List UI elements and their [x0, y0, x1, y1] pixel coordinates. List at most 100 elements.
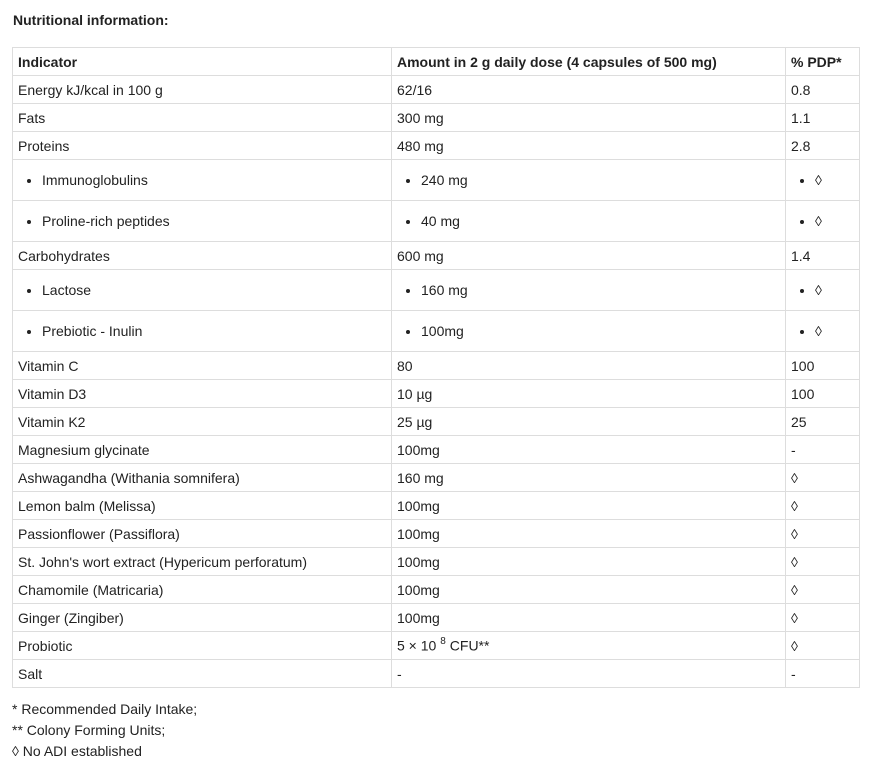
table-cell: Proteins	[12, 131, 392, 160]
bullet-item: Immunoglobulins	[42, 171, 386, 189]
footnote: ◊ No ADI established	[12, 743, 142, 759]
table-cell: 100	[785, 351, 860, 380]
table-cell: 1.4	[785, 241, 860, 270]
cell-text: Ginger (Zingiber)	[18, 609, 124, 626]
table-cell: Fats	[12, 103, 392, 132]
table-cell: -	[785, 659, 860, 688]
sub-cell: ◊	[785, 200, 860, 242]
table-row: Vitamin C 80 100	[12, 351, 860, 380]
cell-text: 1.4	[791, 247, 811, 264]
table-cell: ◊	[785, 631, 860, 660]
cell-text: Vitamin D3	[18, 385, 87, 402]
cell-text: Magnesium glycinate	[18, 441, 150, 458]
table-row: Ginger (Zingiber) 100mg ◊	[12, 603, 860, 632]
table-cell: 480 mg	[391, 131, 786, 160]
cell-text: 160 mg	[397, 469, 444, 486]
table-cell: St. John's wort extract (Hypericum perfo…	[12, 547, 392, 576]
cell-text: Lemon balm (Melissa)	[18, 497, 156, 514]
cell-text: 100mg	[397, 525, 440, 542]
cell-text: Chamomile (Matricaria)	[18, 581, 164, 598]
table-cell: 25	[785, 407, 860, 436]
bullet-item: 240 mg	[421, 171, 780, 189]
table-cell: 600 mg	[391, 241, 786, 270]
table-row: Passionflower (Passiflora) 100mg ◊	[12, 519, 860, 548]
cell-text: Energy kJ/kcal in 100 g	[18, 81, 163, 98]
bullet-item: 40 mg	[421, 212, 780, 230]
footnote: * Recommended Daily Intake;	[12, 701, 198, 717]
bullet-item: ◊	[815, 322, 854, 340]
sub-row: Lactose 160 mg ◊	[12, 269, 860, 311]
sub-cell: Proline-rich peptides	[12, 200, 392, 242]
sub-cell: Prebiotic - Inulin	[12, 310, 392, 352]
cell-text: Ashwagandha (Withania somnifera)	[18, 469, 240, 486]
table-cell: Vitamin K2	[12, 407, 392, 436]
bullet-list: ◊	[791, 281, 854, 299]
cell-text: 100mg	[397, 581, 440, 598]
bullet-item: Lactose	[42, 281, 386, 299]
bullet-list: 100mg	[397, 322, 780, 340]
table-cell: Chamomile (Matricaria)	[12, 575, 392, 604]
table-cell: 62/16	[391, 75, 786, 104]
cell-text: 2.8	[791, 137, 811, 154]
table-row: Ashwagandha (Withania somnifera) 160 mg ◊	[12, 463, 860, 492]
table-cell: -	[785, 435, 860, 464]
table-cell: Vitamin D3	[12, 379, 392, 408]
cell-text: -	[791, 665, 796, 682]
cell-text: 100	[791, 385, 815, 402]
bullet-list: Prebiotic - Inulin	[18, 322, 386, 340]
table-row: Vitamin D3 10 µg 100	[12, 379, 860, 408]
cell-text: -	[397, 665, 402, 682]
sub-cell: 100mg	[391, 310, 786, 352]
table-row: Vitamin K2 25 µg 25	[12, 407, 860, 436]
bullet-item: 100mg	[421, 322, 780, 340]
table-cell: 2.8	[785, 131, 860, 160]
cell-text: 62/16	[397, 81, 433, 98]
cell-text: 25 µg	[397, 413, 433, 430]
sub-cell: 160 mg	[391, 269, 786, 311]
table-cell: ◊	[785, 519, 860, 548]
bullet-item: Prebiotic - Inulin	[42, 322, 386, 340]
table-row: Energy kJ/kcal in 100 g 62/16 0.8	[12, 75, 860, 104]
sub-cell: ◊	[785, 310, 860, 352]
cell-text: 100mg	[397, 609, 440, 626]
table-cell: 100mg	[391, 519, 786, 548]
table-row: Chamomile (Matricaria) 100mg ◊	[12, 575, 860, 604]
table-cell: Energy kJ/kcal in 100 g	[12, 75, 392, 104]
cell-text: Fats	[18, 109, 46, 126]
bullet-list: ◊	[791, 322, 854, 340]
cell-text: 1.1	[791, 109, 811, 126]
table-row: Magnesium glycinate 100mg -	[12, 435, 860, 464]
nutrition-table: Indicator Amount in 2 g daily dose (4 cap…	[12, 47, 860, 688]
cell-text: ◊	[791, 553, 798, 570]
table-cell: 160 mg	[391, 463, 786, 492]
cell-text: Vitamin K2	[18, 413, 86, 430]
sub-cell: ◊	[785, 159, 860, 201]
header-row: Indicator Amount in 2 g daily dose (4 cap…	[12, 47, 860, 76]
bullet-list: ◊	[791, 212, 854, 230]
cell-text: 0.8	[791, 81, 811, 98]
table-cell: 100	[785, 379, 860, 408]
bullet-item: Proline-rich peptides	[42, 212, 386, 230]
table-cell: Vitamin C	[12, 351, 392, 380]
table-row: Proteins 480 mg 2.8	[12, 131, 860, 160]
sub-cell: Immunoglobulins	[12, 159, 392, 201]
table-cell: 80	[391, 351, 786, 380]
value-exponent: 8	[440, 636, 446, 648]
cell-text: ◊	[791, 469, 798, 486]
sub-row: Proline-rich peptides 40 mg ◊	[12, 200, 860, 242]
cell-text: Passionflower (Passiflora)	[18, 525, 180, 542]
table-row: Salt - -	[12, 659, 860, 688]
cell-text: ◊	[791, 581, 798, 598]
footnote: ** Colony Forming Units;	[12, 722, 166, 738]
cell-text: 480 mg	[397, 137, 444, 154]
cell-text: -	[791, 441, 796, 458]
table-cell: Passionflower (Passiflora)	[12, 519, 392, 548]
table-row: Lemon balm (Melissa) 100mg ◊	[12, 491, 860, 520]
sub-cell: ◊	[785, 269, 860, 311]
cell-text: ◊	[791, 609, 798, 626]
table-cell: Ginger (Zingiber)	[12, 603, 392, 632]
sub-cell: 40 mg	[391, 200, 786, 242]
